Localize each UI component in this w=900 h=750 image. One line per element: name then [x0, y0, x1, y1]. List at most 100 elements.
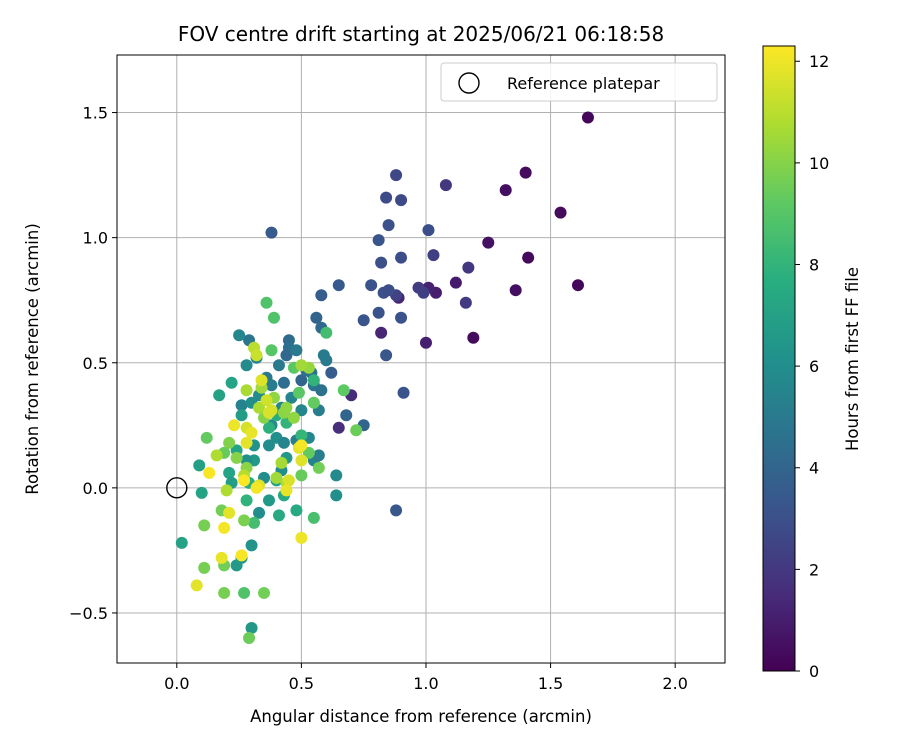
- legend-box: [440, 62, 718, 102]
- data-point: [230, 451, 243, 464]
- data-point: [210, 449, 223, 462]
- x-tick-label: 0.0: [164, 674, 189, 693]
- data-point: [245, 621, 258, 634]
- x-tick-label: 1.0: [413, 674, 438, 693]
- data-point: [307, 374, 320, 387]
- data-point: [332, 421, 345, 434]
- data-point: [330, 469, 343, 482]
- data-point: [325, 366, 338, 379]
- data-point: [312, 461, 325, 474]
- data-point: [223, 506, 236, 519]
- data-point: [203, 466, 216, 479]
- data-point: [365, 279, 378, 292]
- data-point: [270, 471, 283, 484]
- data-point: [320, 354, 333, 367]
- colorbar-gradient: [762, 45, 796, 672]
- legend-reference-marker: [458, 72, 480, 94]
- data-point: [422, 224, 435, 237]
- data-point: [312, 449, 325, 462]
- data-point: [238, 514, 251, 527]
- colorbar-tick-label: 6: [809, 357, 819, 376]
- x-axis-label: Angular distance from reference (arcmin): [250, 707, 592, 726]
- data-point: [315, 289, 328, 302]
- data-point: [235, 549, 248, 562]
- data-point: [245, 426, 258, 439]
- colorbar-label: Hours from first FF file: [843, 267, 862, 451]
- data-point: [248, 516, 261, 529]
- colorbar-tick-label: 8: [809, 255, 819, 274]
- y-tick-label: 0.5: [83, 354, 108, 373]
- x-tick-label: 1.5: [538, 674, 563, 693]
- data-point: [265, 226, 278, 239]
- data-point: [263, 494, 275, 507]
- data-point: [295, 454, 308, 467]
- data-point: [253, 506, 266, 519]
- data-point: [233, 329, 246, 342]
- data-point: [228, 419, 241, 432]
- data-point: [340, 409, 353, 422]
- reference-platepar-marker: [166, 477, 188, 499]
- colorbar-tick-label: 4: [809, 459, 819, 478]
- chart-title: FOV centre drift starting at 2025/06/21 …: [178, 22, 664, 46]
- data-point: [287, 411, 300, 424]
- y-axis: −0.5 0.0 0.5 1.0 1.5: [69, 104, 117, 623]
- data-point: [277, 376, 290, 389]
- data-point: [267, 311, 280, 324]
- data-point: [265, 344, 278, 357]
- legend-entry-reference-platepar: Reference platepar: [507, 74, 660, 93]
- data-point: [290, 344, 303, 357]
- data-point: [190, 579, 203, 592]
- data-point: [280, 401, 293, 414]
- data-point: [397, 386, 410, 399]
- data-point: [571, 279, 584, 292]
- y-tick-label: 0.0: [83, 479, 108, 498]
- data-point: [198, 561, 211, 574]
- data-point: [499, 184, 512, 197]
- data-point: [213, 389, 226, 402]
- data-point: [235, 409, 248, 422]
- data-point: [395, 194, 408, 207]
- y-axis-label: Rotation from reference (arcmin): [23, 223, 42, 495]
- data-point: [193, 459, 206, 472]
- data-point: [277, 436, 290, 449]
- data-point: [315, 384, 328, 397]
- data-point: [280, 484, 293, 497]
- data-point: [200, 431, 213, 444]
- data-point: [292, 386, 305, 399]
- data-point: [240, 384, 253, 397]
- data-point: [240, 494, 253, 507]
- colorbar-tick-label: 10: [809, 154, 829, 173]
- data-point: [218, 586, 231, 599]
- data-point: [307, 511, 320, 524]
- data-point: [427, 249, 440, 262]
- data-point: [235, 399, 248, 412]
- colorbar-tick-label: 0: [809, 662, 819, 681]
- data-point: [295, 429, 308, 442]
- data-point: [337, 384, 350, 397]
- data-point: [382, 219, 395, 232]
- data-point: [175, 536, 188, 549]
- y-tick-label: 1.5: [83, 104, 108, 123]
- data-point: [519, 166, 532, 179]
- grid: [117, 55, 725, 663]
- data-point: [449, 276, 462, 289]
- data-point: [295, 359, 308, 372]
- y-tick-label: −0.5: [69, 604, 108, 623]
- data-point: [357, 314, 370, 327]
- data-point: [375, 256, 388, 269]
- colorbar: 0 2 4 6 8 10 12 Hours from first FF file: [762, 45, 862, 681]
- data-point: [320, 326, 333, 339]
- data-point: [238, 586, 251, 599]
- data-point: [225, 376, 238, 389]
- data-point: [372, 306, 385, 319]
- data-point: [295, 439, 308, 452]
- x-tick-label: 0.5: [289, 674, 314, 693]
- data-point: [380, 191, 393, 204]
- data-point: [307, 396, 320, 409]
- data-point: [332, 279, 345, 292]
- data-point: [390, 169, 403, 182]
- data-point: [439, 179, 452, 192]
- data-point: [223, 466, 236, 479]
- data-point: [419, 336, 432, 349]
